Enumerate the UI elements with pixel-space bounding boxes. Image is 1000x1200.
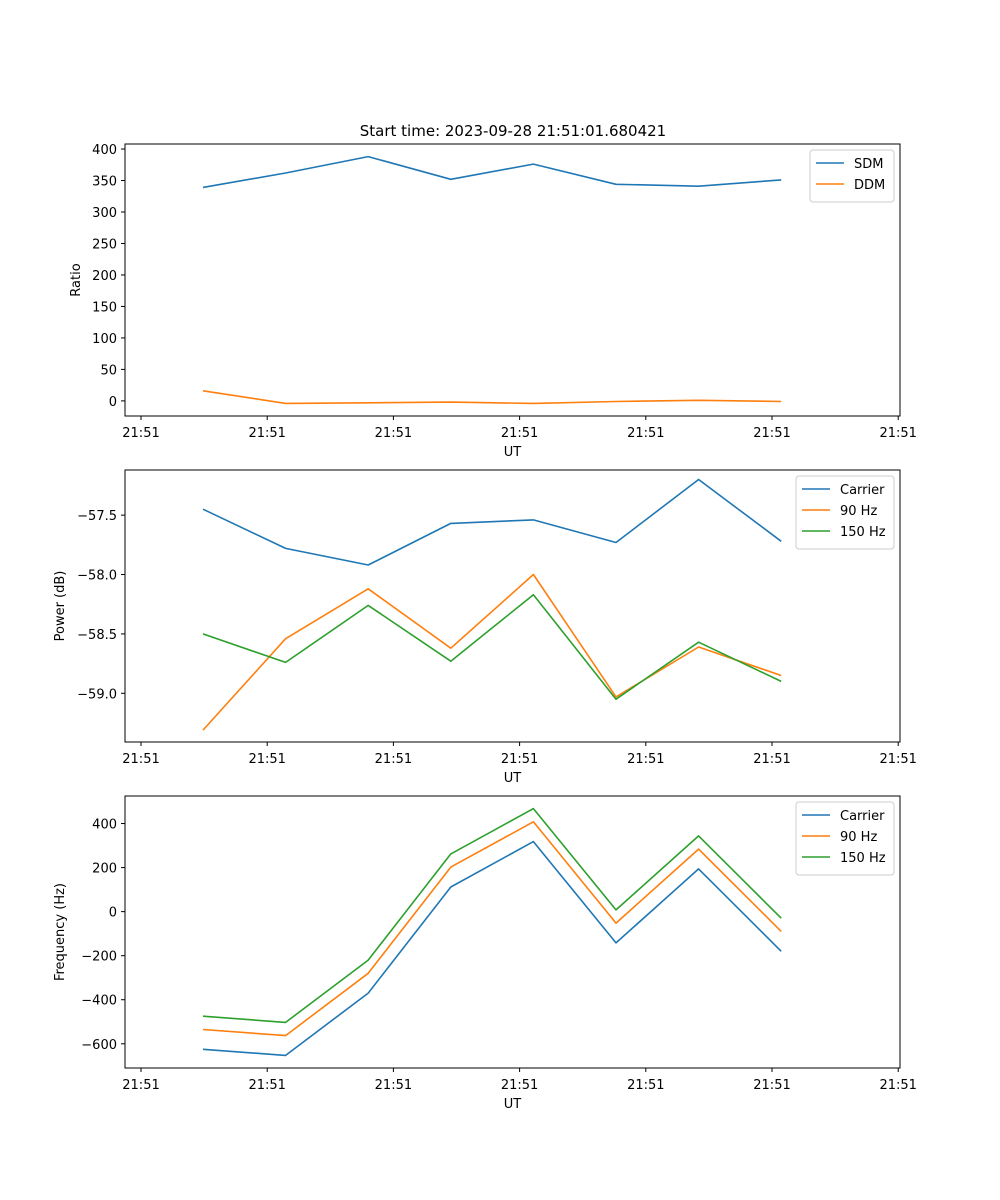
y-tick-label: −400 — [81, 994, 117, 1009]
y-tick-label: 150 — [92, 300, 117, 315]
legend: Carrier 90 Hz 150 Hz — [795, 801, 895, 876]
x-tick-label: 21:51 — [627, 752, 664, 767]
y-tick-label: 200 — [92, 269, 117, 284]
legend-label: Carrier — [840, 809, 885, 824]
x-tick-label: 21:51 — [879, 752, 916, 767]
y-axis-label: Power (dB) — [53, 571, 68, 642]
panel-1: 21:5121:5121:5121:5121:5121:5121:5121:52… — [69, 143, 917, 460]
series-line-sdm — [202, 155, 782, 189]
series-line-90-hz — [202, 820, 782, 1037]
y-tick-label: 0 — [109, 906, 117, 921]
legend-label: 90 Hz — [840, 830, 877, 845]
y-tick-label: 100 — [92, 332, 117, 347]
legend-label: 150 Hz — [840, 851, 886, 866]
x-tick-label: 21:51 — [627, 426, 664, 441]
legend: Carrier 90 Hz 150 Hz — [795, 475, 895, 550]
panel-3: 21:5121:5121:5121:5121:5121:5121:5121:52… — [53, 795, 917, 1112]
legend-label: 90 Hz — [840, 504, 877, 519]
legend-label: 150 Hz — [840, 525, 886, 540]
x-tick-label: 21:51 — [501, 752, 538, 767]
legend-label: DDM — [854, 178, 885, 193]
figure-title: Start time: 2023-09-28 21:51:01.680421 — [360, 122, 666, 140]
x-tick-label: 21:51 — [879, 426, 916, 441]
x-tick-label: 21:51 — [375, 752, 412, 767]
y-tick-label: 400 — [92, 818, 117, 833]
x-tick-label: 21:51 — [375, 1078, 412, 1093]
y-tick-label: 400 — [92, 143, 117, 158]
y-axis-label: Frequency (Hz) — [53, 883, 68, 981]
x-tick-label: 21:51 — [248, 752, 285, 767]
x-axis-label: UT — [504, 445, 522, 460]
axes-frame — [124, 469, 901, 743]
y-tick-label: 200 — [92, 862, 117, 877]
series-line-carrier — [202, 478, 782, 566]
x-tick-label: 21:51 — [879, 1078, 916, 1093]
y-tick-label: 50 — [100, 363, 117, 378]
y-tick-label: −600 — [81, 1038, 117, 1053]
x-axis-label: UT — [504, 771, 522, 786]
series-line-ddm — [202, 390, 782, 405]
y-tick-label: −200 — [81, 950, 117, 965]
x-tick-label: 21:51 — [753, 1078, 790, 1093]
y-tick-label: 250 — [92, 237, 117, 252]
series-line-150-hz — [202, 807, 782, 1024]
x-tick-label: 21:51 — [248, 1078, 285, 1093]
y-tick-label: −59.0 — [77, 687, 117, 702]
panel-2: 21:5121:5121:5121:5121:5121:5121:5121:52… — [53, 469, 917, 786]
series-line-150-hz — [202, 593, 782, 701]
y-tick-label: −58.5 — [77, 628, 117, 643]
series-line-carrier — [202, 840, 782, 1057]
y-tick-label: −58.0 — [77, 569, 117, 584]
x-tick-label: 21:51 — [753, 752, 790, 767]
x-tick-label: 21:51 — [122, 752, 159, 767]
axes-frame — [124, 795, 901, 1069]
legend: SDM DDM — [809, 149, 895, 203]
x-tick-label: 21:51 — [375, 426, 412, 441]
x-tick-label: 21:51 — [501, 1078, 538, 1093]
y-tick-label: 0 — [109, 395, 117, 410]
y-tick-label: −57.5 — [77, 509, 117, 524]
x-tick-label: 21:51 — [627, 1078, 664, 1093]
legend-label: SDM — [854, 157, 883, 172]
axes-frame — [124, 143, 901, 417]
x-tick-label: 21:51 — [248, 426, 285, 441]
x-axis-label: UT — [504, 1097, 522, 1112]
x-tick-label: 21:51 — [501, 426, 538, 441]
y-tick-label: 300 — [92, 206, 117, 221]
x-tick-label: 21:51 — [753, 426, 790, 441]
legend-label: Carrier — [840, 483, 885, 498]
y-tick-label: 350 — [92, 175, 117, 190]
y-axis-label: Ratio — [69, 263, 84, 296]
x-tick-label: 21:51 — [122, 1078, 159, 1093]
series-line-90-hz — [202, 573, 782, 731]
x-tick-label: 21:51 — [122, 426, 159, 441]
